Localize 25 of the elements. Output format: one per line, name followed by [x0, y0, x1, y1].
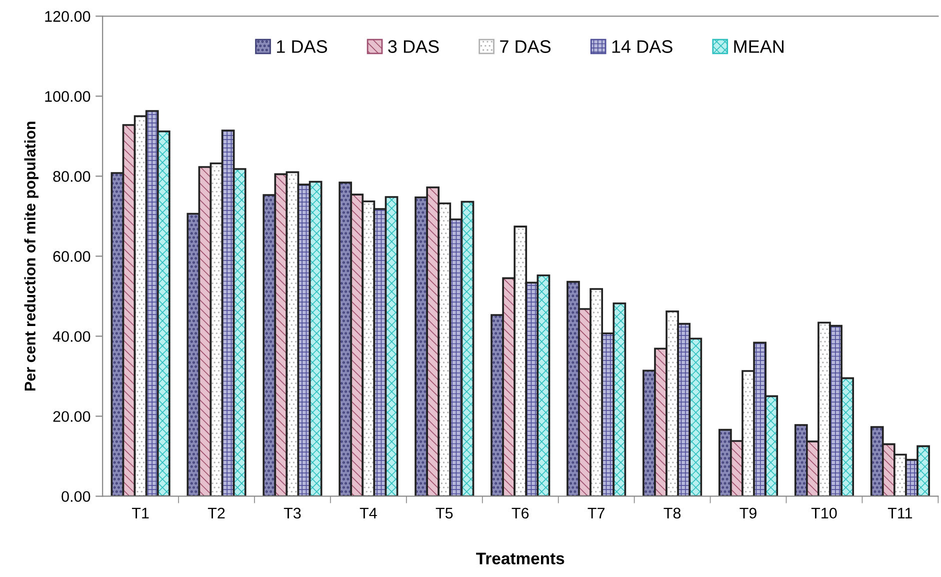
y-axis-title: Per cent reduction of mite population	[24, 122, 38, 391]
legend-label: MEAN	[734, 40, 784, 53]
x-tick-label: T2	[208, 508, 225, 518]
y-tick-label: 0.00	[62, 491, 90, 502]
y-tick-label: 60.00	[53, 251, 90, 262]
y-tick-label: 80.00	[53, 171, 90, 182]
x-tick-label: T10	[811, 508, 837, 519]
y-tick-label: 100.00	[45, 91, 90, 102]
y-tick-label: 40.00	[52, 331, 90, 342]
x-tick-label: T1	[132, 508, 149, 518]
x-tick-label: T8	[664, 508, 681, 519]
x-tick-label: T4	[360, 508, 377, 518]
legend-label: 1 DAS	[277, 40, 328, 53]
x-tick-label: T9	[740, 508, 756, 519]
x-axis-title: Treatments	[476, 552, 564, 564]
y-tick-label: 120.00	[45, 11, 90, 22]
x-tick-label: T3	[284, 508, 301, 519]
x-tick-label: T7	[588, 508, 604, 518]
x-tick-label: T11	[888, 508, 912, 518]
legend-label: 3 DAS	[388, 40, 439, 53]
legend-label: 14 DAS	[612, 40, 672, 53]
y-tick-label: 20.00	[53, 411, 90, 422]
x-tick-label: T5	[436, 508, 453, 519]
x-tick-label: T6	[512, 508, 529, 519]
legend-label: 7 DAS	[500, 40, 551, 53]
